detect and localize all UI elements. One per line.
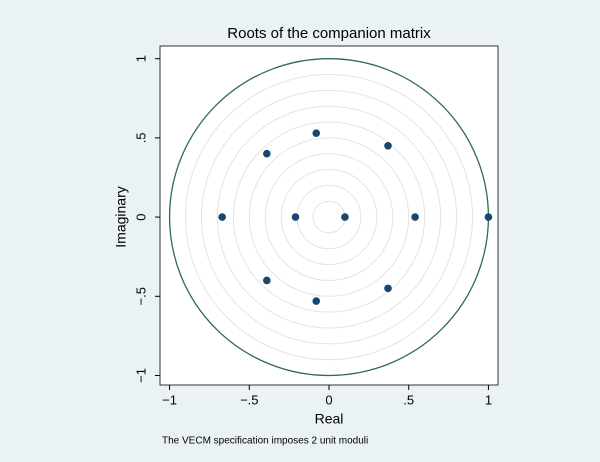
grid-ring bbox=[232, 121, 426, 313]
grid-ring bbox=[280, 169, 378, 266]
grid-ring bbox=[216, 105, 442, 329]
y-tick-label: −1 bbox=[133, 368, 148, 383]
point bbox=[341, 213, 349, 221]
point bbox=[263, 276, 271, 285]
grid-ring bbox=[264, 153, 394, 281]
grid-ring bbox=[248, 137, 410, 297]
chart-title: Roots of the companion matrix bbox=[227, 25, 431, 42]
point bbox=[384, 284, 392, 293]
point bbox=[218, 213, 226, 221]
note: The VECM specification imposes 2 unit mo… bbox=[162, 436, 368, 447]
y-axis-label: Imaginary bbox=[113, 186, 129, 247]
point bbox=[484, 213, 493, 221]
x-tick-label: −.5 bbox=[240, 392, 258, 407]
y-tick-label: 1 bbox=[133, 55, 148, 62]
point bbox=[312, 297, 321, 305]
x-tick-label: −1 bbox=[162, 392, 177, 407]
y-tick-label: 0 bbox=[133, 213, 148, 220]
grid-ring bbox=[200, 89, 458, 345]
x-tick-label: 1 bbox=[485, 392, 492, 407]
x-axis-label: Real bbox=[315, 411, 344, 427]
x-tick-label: .5 bbox=[403, 392, 414, 407]
point bbox=[312, 129, 321, 137]
point bbox=[384, 141, 392, 150]
plot-area bbox=[159, 45, 499, 386]
point bbox=[263, 149, 271, 158]
point bbox=[291, 213, 300, 221]
x-tick-label: 0 bbox=[325, 392, 332, 407]
y-tick-label: .5 bbox=[133, 132, 148, 143]
grid-ring bbox=[185, 74, 473, 361]
point bbox=[411, 213, 419, 221]
y-tick-label: −.5 bbox=[133, 287, 148, 305]
